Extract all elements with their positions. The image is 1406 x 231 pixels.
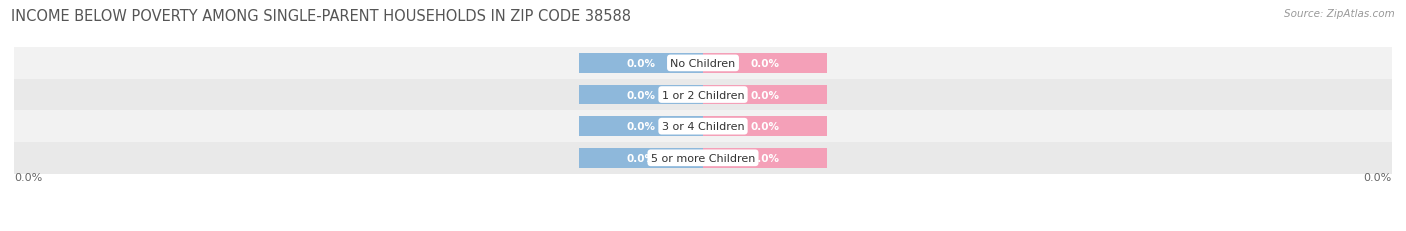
Text: 5 or more Children: 5 or more Children bbox=[651, 153, 755, 163]
Text: Source: ZipAtlas.com: Source: ZipAtlas.com bbox=[1284, 9, 1395, 19]
Text: 0.0%: 0.0% bbox=[751, 59, 779, 69]
Text: 0.0%: 0.0% bbox=[14, 173, 42, 183]
Text: 0.0%: 0.0% bbox=[627, 122, 655, 132]
Text: 0.0%: 0.0% bbox=[751, 90, 779, 100]
Bar bbox=[14, 142, 1392, 174]
Bar bbox=[579, 54, 703, 73]
Bar bbox=[579, 85, 703, 105]
Text: 0.0%: 0.0% bbox=[1364, 173, 1392, 183]
Bar bbox=[14, 79, 1392, 111]
Bar bbox=[579, 117, 703, 136]
Bar bbox=[703, 148, 827, 168]
Bar bbox=[14, 48, 1392, 79]
Text: 3 or 4 Children: 3 or 4 Children bbox=[662, 122, 744, 132]
Text: 0.0%: 0.0% bbox=[627, 59, 655, 69]
Text: No Children: No Children bbox=[671, 59, 735, 69]
Text: 0.0%: 0.0% bbox=[751, 122, 779, 132]
Bar bbox=[703, 117, 827, 136]
Text: INCOME BELOW POVERTY AMONG SINGLE-PARENT HOUSEHOLDS IN ZIP CODE 38588: INCOME BELOW POVERTY AMONG SINGLE-PARENT… bbox=[11, 9, 631, 24]
Bar bbox=[703, 85, 827, 105]
Bar bbox=[579, 148, 703, 168]
Text: 0.0%: 0.0% bbox=[627, 153, 655, 163]
Text: 0.0%: 0.0% bbox=[751, 153, 779, 163]
Bar bbox=[14, 111, 1392, 142]
Text: 1 or 2 Children: 1 or 2 Children bbox=[662, 90, 744, 100]
Bar bbox=[703, 54, 827, 73]
Text: 0.0%: 0.0% bbox=[627, 90, 655, 100]
